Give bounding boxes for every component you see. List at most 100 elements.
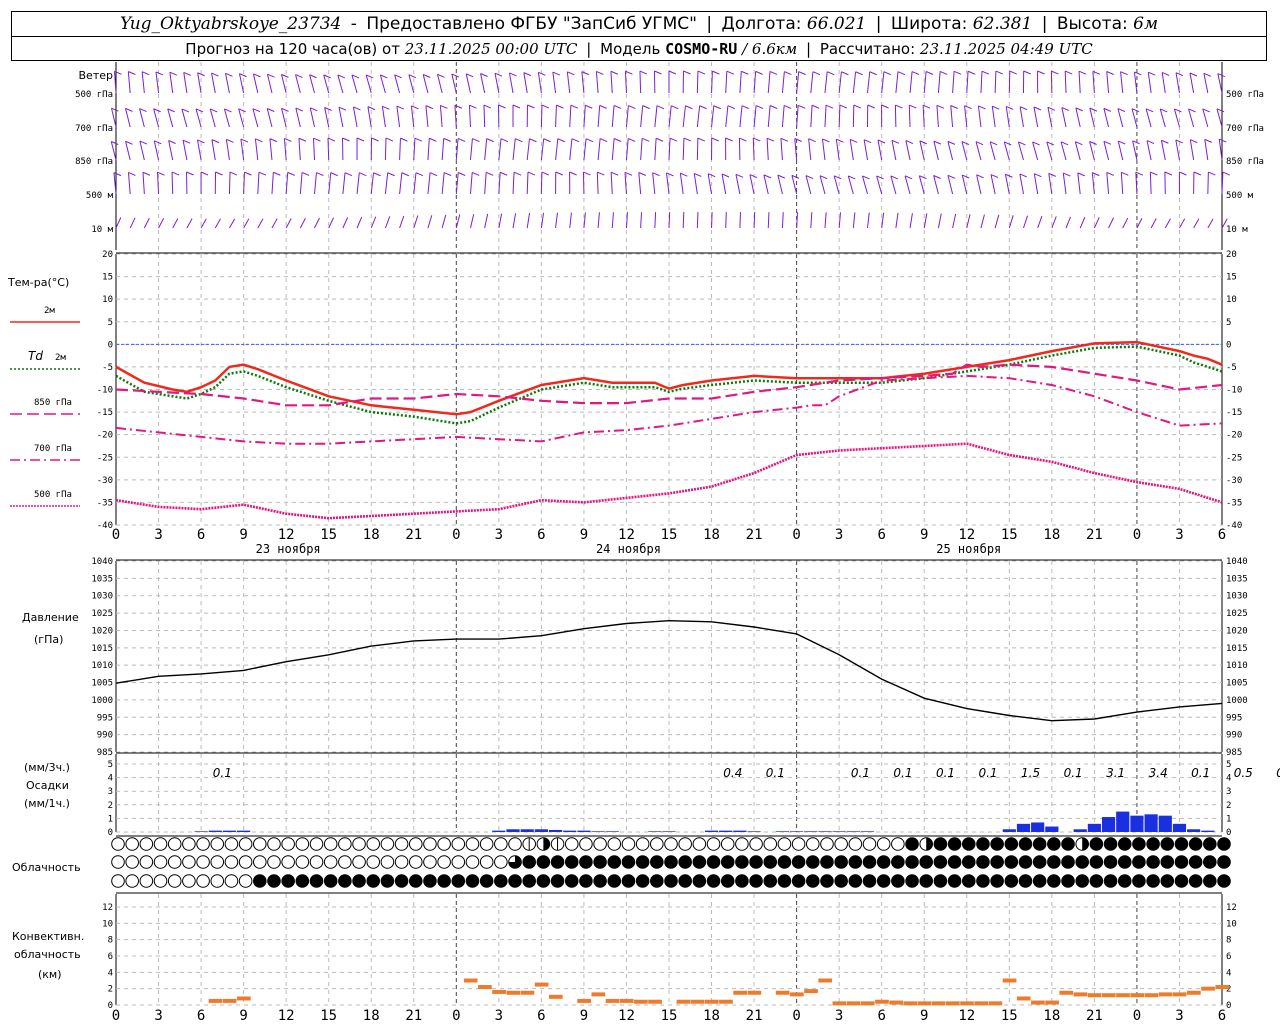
y-tick-left: 1 [108,814,113,824]
wind-barb [425,105,429,128]
y-tick-right: 8 [1226,936,1231,946]
wind-barb-feather [1188,108,1196,113]
cloud-circle [763,837,778,851]
header-dash: - [350,14,357,34]
wind-barb [1017,141,1024,161]
wind-barb-feather [1063,172,1071,177]
x-hour-label: 6 [197,1008,205,1024]
wind-barb-feather [253,73,261,78]
wind-barb-feather [380,74,388,79]
wind-barb [243,172,245,195]
cloud-fill-full [1189,837,1202,851]
cloud-circle [380,837,395,851]
wind-barb-feather [881,104,889,109]
wind-barb [1089,141,1095,161]
x-hour-label: 21 [1086,1008,1103,1024]
wind-barb-feather [599,138,608,143]
wind-barb-feather [783,104,792,109]
cloud-fill-full [990,874,1004,888]
y-tick-left: 990 [97,731,113,741]
wind-barb-feather [139,140,148,145]
wind-barb-feather [239,73,247,78]
wind-barb [356,172,360,195]
y-tick-right: 2 [1226,985,1231,995]
wind-barb [952,71,955,94]
wind-barb [384,172,389,195]
wind-barb [441,138,445,161]
wind-barb-feather [443,137,451,142]
cloud-fill-full [1118,874,1132,888]
cloud-fill-full [565,874,579,888]
cloud-fill-full [1104,874,1117,888]
convective-bar [548,994,563,999]
precip-bar [222,830,237,832]
cloud-fill-full [976,874,990,888]
convective-bar [1087,993,1102,998]
cloud-fill-full [480,874,493,888]
cloud-fill-full [735,874,749,888]
wind-barb-feather [1190,139,1198,144]
wind-barb-feather [1089,107,1098,112]
x-hour-label: 18 [703,1008,720,1024]
cloud-fill-full [452,874,465,888]
convective-bar [1073,992,1088,997]
wind-barb-feather [769,105,778,109]
wind-barb-feather [841,71,849,76]
wind-barb-feather [215,171,223,176]
wind-barb [977,105,982,128]
x-hour-label: 21 [1086,527,1103,543]
wind-barb [766,138,769,161]
wind-barb [919,140,925,161]
wind-barb [668,105,672,128]
wind-barb-feather [281,73,289,78]
wind-barb-feather [394,74,402,79]
cloud-fill-full [834,874,848,888]
wind-barb [338,107,344,128]
wind-barb [980,71,983,94]
wind-barb-feather [258,171,267,176]
wind-barb [908,105,911,128]
wind-barb [933,141,939,161]
convective-bar [747,990,762,995]
wind-barb-feather [891,139,900,144]
wind-barb-feather [111,141,119,145]
wind-barb [654,105,658,128]
wind-barb [384,216,391,229]
convective-bar [804,989,818,994]
wind-barb-feather [125,107,133,112]
y-tick-left: 5 [108,760,113,770]
x-hour-label: 0 [1133,527,1141,543]
convective-bar [619,998,634,1003]
wind-barb [937,71,941,94]
convective-bar [988,1001,1003,1006]
cloud-fill-full [792,874,805,888]
cloud-circle [848,837,863,851]
wind-barb [952,213,957,229]
wind-barb-feather [1203,72,1212,77]
precip-sum-label: 3.1 [1106,766,1125,780]
wind-barb [465,73,471,94]
wind-barb-feather [797,104,806,109]
wind-barb [1019,106,1024,128]
wind-barb-feather [855,71,863,76]
wind-barb [427,172,431,195]
wind-barb-feather [182,139,191,144]
wind-barb [381,106,386,128]
wind-barb-feather [964,105,972,110]
cloud-fill-full [1203,874,1217,888]
cloud-circle [338,837,352,851]
cloud-fill-full [806,874,820,888]
cloud-fill-full [1160,855,1174,869]
y-tick-right: 1035 [1226,574,1248,584]
wind-barb-feather [437,73,445,78]
wind-barb-feather [1009,70,1017,75]
wind-barb-feather [1118,140,1126,145]
wind-barb-feather [976,174,984,179]
wind-barb-feather [694,172,702,177]
wind-barb-feather [1160,108,1168,113]
wind-barb [365,74,372,94]
convective-bar [775,990,790,995]
convective-bar [946,1001,960,1006]
wind-barb [257,172,260,195]
y-tick-left: 5 [108,318,113,328]
